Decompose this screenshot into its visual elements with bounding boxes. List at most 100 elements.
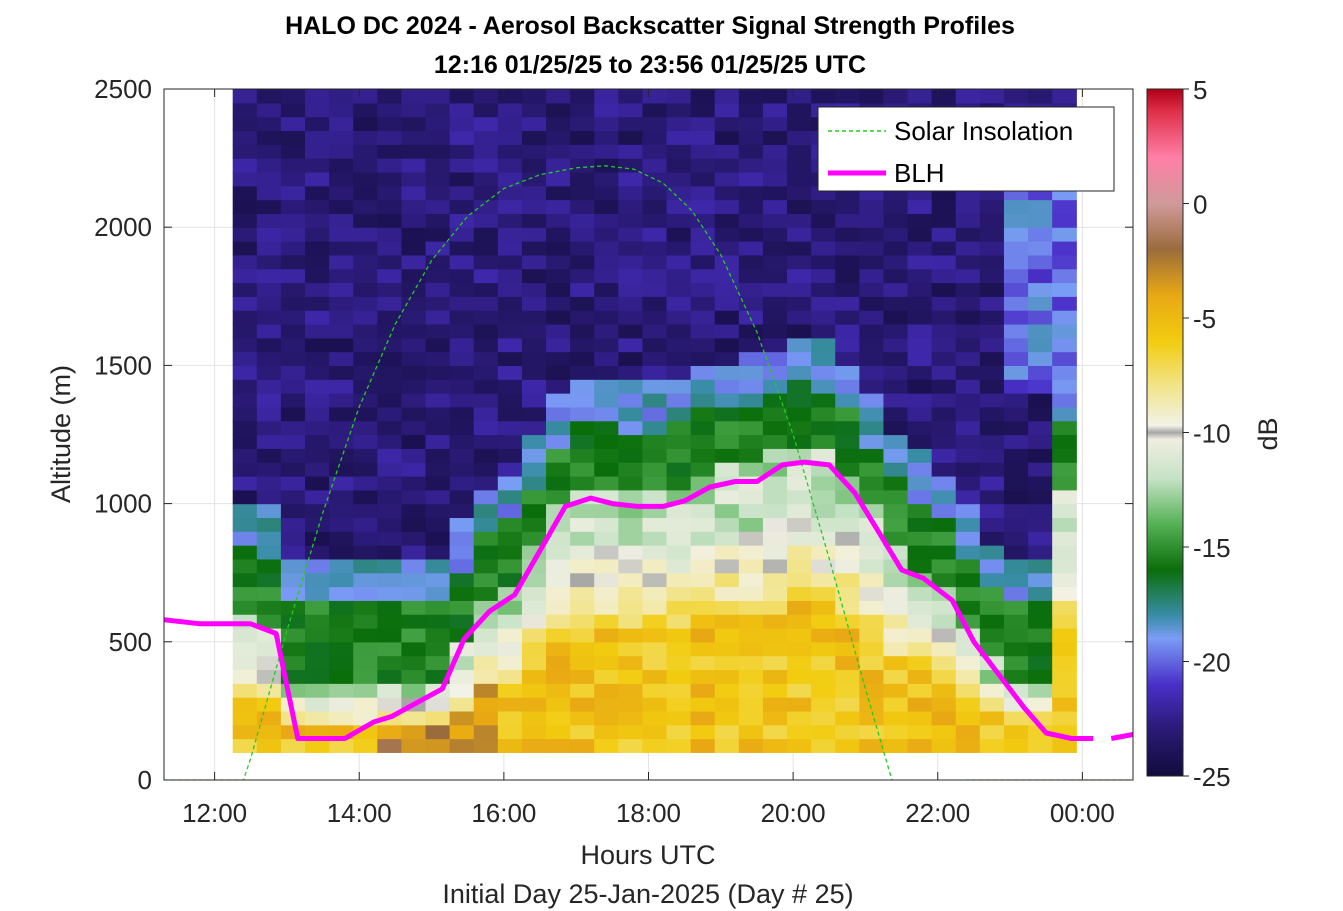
heatmap-cell: [329, 655, 354, 671]
heatmap-cell: [738, 655, 764, 671]
heatmap-cell: [594, 600, 619, 615]
heatmap-cell: [883, 738, 909, 753]
heatmap-cell: [618, 144, 644, 159]
heatmap-cell: [859, 586, 885, 601]
heatmap-cell: [256, 710, 282, 726]
heatmap-cell: [377, 241, 403, 256]
heatmap-cell: [497, 379, 523, 394]
heatmap-cell: [907, 531, 933, 546]
heatmap-cell: [1028, 614, 1053, 629]
heatmap-cell: [642, 600, 668, 615]
heatmap-cell: [666, 227, 692, 242]
heatmap-cell: [907, 365, 933, 380]
heatmap-cell: [256, 268, 282, 284]
heatmap-cell: [401, 434, 427, 449]
heatmap-cell: [690, 254, 716, 270]
heatmap-cell: [305, 323, 330, 339]
heatmap-cell: [979, 724, 1005, 740]
heatmap-cell: [1028, 738, 1053, 753]
heatmap-cell: [787, 489, 812, 505]
heatmap-cell: [907, 600, 933, 615]
heatmap-cell: [497, 475, 523, 491]
heatmap-cell: [594, 406, 619, 422]
heatmap-cell: [256, 144, 282, 159]
heatmap-cell: [907, 503, 933, 519]
heatmap-cell: [594, 254, 619, 270]
heatmap-cell: [835, 241, 860, 256]
heatmap-cell: [762, 379, 788, 394]
heatmap-cell: [377, 296, 403, 311]
heatmap-cell: [449, 102, 475, 118]
heatmap-cell: [642, 462, 668, 477]
heatmap-cell: [811, 406, 836, 422]
heatmap-cell: [811, 545, 836, 560]
heatmap-cell: [811, 254, 836, 270]
heatmap-cell: [979, 323, 1005, 339]
heatmap-cell: [401, 296, 427, 311]
heatmap-cell: [280, 503, 306, 519]
heatmap-cell: [811, 489, 836, 505]
heatmap-cell: [979, 213, 1005, 228]
heatmap-cell: [449, 531, 475, 546]
heatmap-cell: [425, 365, 451, 380]
heatmap-cell: [931, 337, 957, 353]
heatmap-cell: [449, 710, 475, 726]
heatmap-cell: [232, 89, 258, 104]
heatmap-cell: [305, 227, 330, 242]
heatmap-cell: [787, 282, 812, 297]
heatmap-cell: [787, 213, 812, 228]
heatmap-cell: [690, 558, 716, 574]
heatmap-cell: [859, 710, 885, 726]
heatmap-cell: [690, 710, 716, 726]
heatmap-cell: [835, 434, 860, 449]
colorbar-label: dB: [1253, 417, 1283, 450]
heatmap-cell: [714, 448, 740, 463]
heatmap-cell: [594, 310, 619, 325]
heatmap-cell: [883, 641, 909, 657]
heatmap-cell: [1052, 669, 1077, 684]
heatmap-cell: [931, 503, 957, 519]
heatmap-cell: [618, 296, 644, 311]
heatmap-cell: [305, 710, 330, 726]
y-tick-label: 0: [138, 765, 152, 795]
heatmap-cell: [280, 213, 306, 228]
heatmap-cell: [521, 683, 547, 698]
heatmap-cell: [690, 323, 716, 339]
heatmap-cell: [232, 503, 258, 519]
heatmap-cell: [521, 489, 547, 505]
heatmap-cell: [305, 351, 330, 366]
heatmap: [232, 89, 1077, 753]
heatmap-cell: [594, 323, 619, 339]
heatmap-cell: [1052, 406, 1077, 422]
heatmap-cell: [353, 213, 378, 228]
heatmap-cell: [570, 420, 595, 436]
heatmap-cell: [1003, 641, 1029, 657]
heatmap-cell: [232, 393, 258, 408]
heatmap-cell: [787, 144, 812, 159]
heatmap-cell: [762, 213, 788, 228]
heatmap-cell: [353, 586, 378, 601]
heatmap-cell: [666, 379, 692, 394]
heatmap-cell: [546, 323, 571, 339]
heatmap-cell: [979, 89, 1005, 104]
heatmap-cell: [473, 241, 499, 256]
heatmap-cell: [497, 710, 523, 726]
heatmap-cell: [738, 171, 764, 187]
heatmap-cell: [738, 462, 764, 477]
heatmap-cell: [787, 586, 812, 601]
heatmap-cell: [305, 337, 330, 353]
heatmap-cell: [570, 545, 595, 560]
heatmap-cell: [787, 448, 812, 463]
heatmap-cell: [305, 572, 330, 588]
heatmap-cell: [835, 683, 860, 698]
heatmap-cell: [714, 697, 740, 712]
heatmap-cell: [979, 627, 1005, 643]
heatmap-cell: [473, 89, 499, 104]
heatmap-cell: [425, 89, 451, 104]
heatmap-cell: [425, 434, 451, 449]
heatmap-cell: [618, 627, 644, 643]
heatmap-cell: [738, 420, 764, 436]
heatmap-cell: [449, 614, 475, 629]
heatmap-cell: [762, 641, 788, 657]
heatmap-cell: [883, 669, 909, 684]
